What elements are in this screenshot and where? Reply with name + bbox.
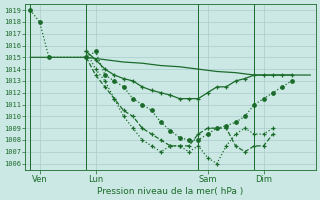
X-axis label: Pression niveau de la mer( hPa ): Pression niveau de la mer( hPa )	[97, 187, 244, 196]
